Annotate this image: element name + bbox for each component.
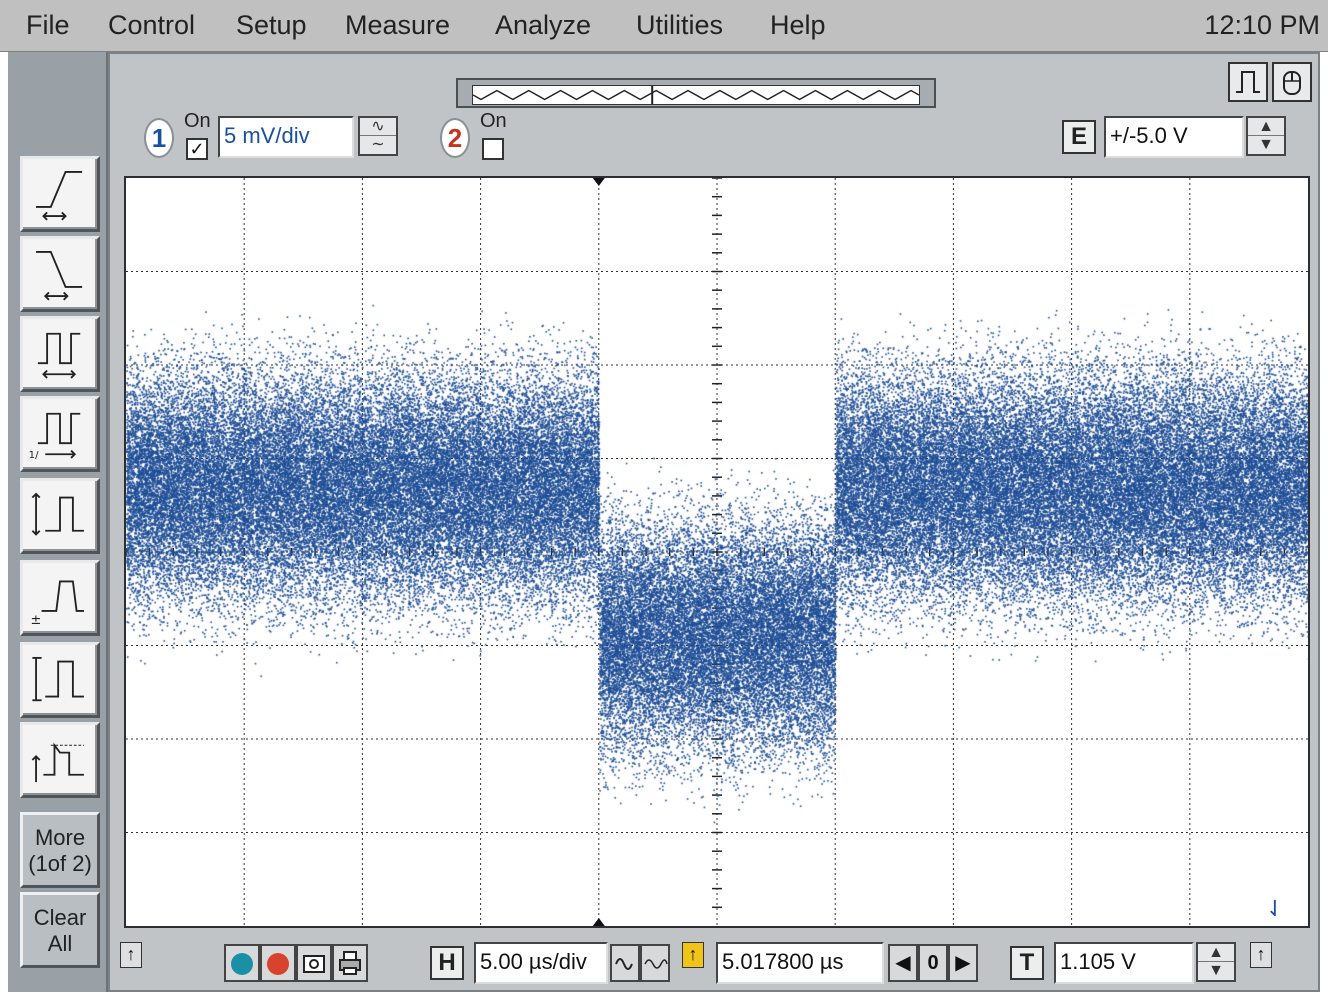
menu-measure[interactable]: Measure [345,10,451,40]
menu-utilities[interactable]: Utilities [636,10,724,40]
printer-icon [339,951,361,975]
trigger-level-field[interactable]: 1.105 V [1054,942,1194,984]
menu-control[interactable]: Control [108,10,196,40]
trigger-level-marker-icon: ⇃ [1265,896,1284,921]
period-button[interactable] [20,316,100,392]
mouse-icon [1283,71,1301,95]
more-label: More [34,825,86,850]
persistence-button[interactable] [260,944,296,982]
fine-wave-icon [644,959,668,969]
fall-time-button[interactable] [20,236,100,312]
trigger-down-icon: ▼ [1208,962,1224,979]
menu-setup[interactable]: Setup [236,10,307,40]
trace-points [126,178,1308,926]
menu-help[interactable]: Help [770,10,826,40]
measurement-toolbar: 1/ ± More [8,52,108,992]
spin-down-icon: ▼ [1258,136,1274,153]
pulse-icon [1236,71,1260,93]
trigger-button[interactable]: T [1010,946,1044,980]
channel-1-on-label: On [184,110,211,132]
channel-2-on-label: On [480,110,507,132]
red-dot-icon [267,953,289,975]
amplitude-button[interactable]: ± [20,560,100,636]
fall-time-icon [36,250,83,301]
channel-1-trace [126,178,1308,926]
channel-2-indicator: 2 [440,118,470,158]
rise-time-button[interactable] [20,156,100,232]
trigger-level-spinner[interactable]: ▲ ▼ [1196,942,1236,982]
mouse-mode-button[interactable] [1272,62,1312,102]
position-left-button[interactable]: ◀ [888,944,918,982]
waveform-overview[interactable] [456,78,936,108]
rise-time-icon [36,170,83,221]
clock: 12:10 PM [1204,10,1320,40]
position-zero-button[interactable]: 0 [918,944,948,982]
external-range-spinner[interactable]: ▲ ▼ [1246,116,1286,156]
color-grade-button[interactable] [224,944,260,982]
svg-text:±: ± [31,613,42,628]
period-icon [37,332,81,379]
top-base-icon [32,656,84,702]
pulse-mode-button[interactable] [1228,62,1268,102]
waveform-canvas [126,178,1308,926]
more-button[interactable]: More (1of 2) [20,812,100,888]
peak-to-peak-icon [31,492,84,536]
all-label: All [47,931,73,956]
top-base-button[interactable] [20,642,100,718]
menu-analyze[interactable]: Analyze [495,10,592,40]
cyan-dot-icon [231,953,253,975]
coarse-wave-icon [615,958,633,970]
spin-up-icon: ▲ [1248,118,1284,136]
overshoot-icon [31,742,84,783]
waveform-display[interactable]: ⇃ [124,176,1310,928]
svg-text:1/: 1/ [29,450,39,461]
external-channel-button[interactable]: E [1062,120,1096,154]
more-page-label: (1of 2) [28,851,92,876]
scroll-up-left-icon[interactable]: ↑ [120,942,142,968]
frequency-button[interactable]: 1/ [20,396,100,472]
channel-1-coupling-spinner[interactable]: ∿ ∼ [358,116,398,156]
trigger-reference-icon[interactable]: ↑ [682,942,704,968]
print-button[interactable] [332,944,368,982]
menu-bar: File Control Setup Measure Analyze Utili… [0,0,1328,52]
screen-capture-button[interactable] [296,944,332,982]
clear-label: Clear [33,905,87,930]
position-right-button[interactable]: ▶ [948,944,978,982]
amplitude-icon: ± [31,580,84,628]
frequency-icon: 1/ [29,412,81,461]
external-range-field[interactable]: +/-5.0 V [1104,116,1244,158]
timebase-scale-field[interactable]: 5.00 µs/div [474,942,608,984]
trigger-up-icon: ▲ [1198,944,1234,962]
menu-file[interactable]: File [26,10,70,40]
dc-coupling-icon: ∼ [371,136,385,153]
channel-1-scale-field[interactable]: 5 mV/div [218,116,354,158]
scroll-up-right-icon[interactable]: ↑ [1250,942,1272,968]
overshoot-button[interactable] [20,722,100,798]
clear-all-button[interactable]: Clear All [20,892,100,968]
horizontal-button[interactable]: H [430,946,464,980]
peak-to-peak-button[interactable] [20,478,100,554]
timebase-position-field[interactable]: 5.017800 µs [716,942,884,984]
overview-wave-icon [472,86,920,104]
camera-icon [303,955,325,973]
channel-1-indicator: 1 [144,118,174,158]
channel-2-on-checkbox[interactable] [482,138,504,160]
timebase-coarse-button[interactable] [610,944,640,982]
channel-1-on-checkbox[interactable]: ✓ [186,138,208,160]
ac-coupling-icon: ∿ [360,118,396,136]
timebase-fine-button[interactable] [640,944,670,982]
